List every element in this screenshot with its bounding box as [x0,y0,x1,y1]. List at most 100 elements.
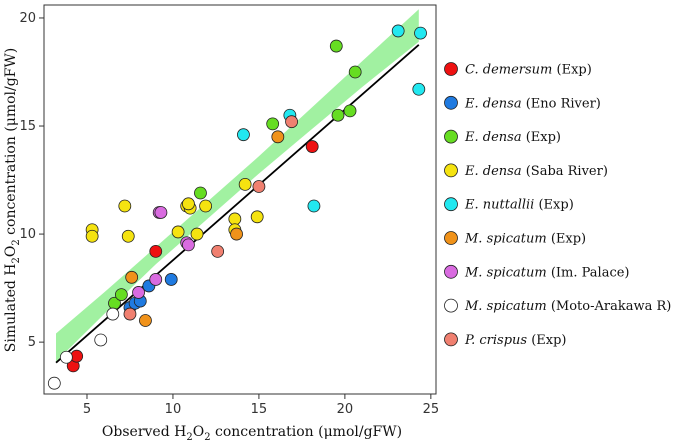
y-axis-label: Simulated H2O2 concentration (μmol/gFW) [3,48,22,352]
data-point-series-6 [154,206,168,219]
data-point-series-6 [182,238,195,252]
legend-species: P. crispus [464,333,527,348]
legend-marker [444,62,458,76]
legend: C. demersum (Exp)E. densa (Eno River)E. … [444,62,671,348]
x-axis-label-prefix: Observed H [102,424,186,440]
x-axis-label-sub2: 2 [204,432,210,441]
data-point-series-6 [132,286,145,299]
data-point-series-3 [121,229,135,243]
data-point-series-7 [59,350,73,364]
legend-marker [444,163,458,178]
legend-species: E. densa [464,130,522,145]
x-axis-label-sub1: 2 [186,432,192,441]
data-point-series-3 [118,199,132,213]
data-point-series-0 [149,244,163,258]
data-point-series-3 [199,199,213,213]
data-point-series-4 [307,199,321,213]
legend-source: (Eno River) [522,96,601,111]
data-point-series-2 [343,104,357,118]
legend-source: (Im. Palace) [547,265,630,280]
legend-marker [444,332,458,347]
data-point-series-7 [106,307,120,321]
data-point-series-7 [94,333,108,347]
x-tick-label: 10 [165,402,182,417]
legend-species: E. nuttallii [464,198,534,213]
data-point-series-2 [348,65,362,79]
data-point-series-2 [331,108,345,122]
data-point-series-8 [123,307,137,321]
data-point-series-3 [238,177,252,191]
data-point-series-3 [190,227,204,241]
x-tick-label: 20 [337,402,354,417]
data-point-series-2 [329,39,343,53]
data-point-series-4 [391,24,405,38]
legend-label: E. nuttallii (Exp) [464,198,574,213]
legend-species: M. spicatum [464,232,547,247]
y-tick-label: 10 [19,227,36,242]
data-point-series-3 [85,229,99,243]
legend-label: E. densa (Eno River) [464,96,601,111]
x-axis-label-mid: O [193,424,204,440]
legend-marker [444,95,458,110]
y-tick-label: 15 [19,119,36,134]
data-point-series-2 [194,186,207,200]
y-axis-label-sub2: 2 [11,239,22,245]
plot-frame [43,4,437,395]
data-point-series-3 [228,212,242,226]
data-point-series-3 [171,225,185,239]
x-axis-label: Observed H2O2 concentration (μmol/gFW) [102,424,402,441]
data-point-series-3 [250,210,264,224]
legend-label: M. spicatum (Exp) [464,232,586,247]
x-tick-label: 25 [423,402,440,417]
legend-source: (Exp) [527,333,566,348]
y-tick-label: 20 [19,11,36,26]
legend-source: (Moto-Arakawa R) [547,299,672,314]
legend-source: (Saba River) [522,164,608,179]
legend-species: M. spicatum [464,265,547,280]
legend-species: E. densa [464,96,522,111]
data-point-series-2 [114,288,128,301]
data-point-series-7 [47,376,61,390]
data-point-series-3 [182,197,195,211]
y-axis-label-mid: O [3,246,19,257]
legend-source: (Exp) [552,63,591,78]
data-point-series-4 [414,26,427,40]
legend-marker [444,298,458,313]
data-point-series-5 [139,314,152,327]
legend-source: (Exp) [522,130,561,145]
confidence-band [56,9,419,362]
data-point-series-4 [412,82,426,96]
y-tick-label: 5 [28,335,36,350]
legend-label: E. densa (Saba River) [464,164,608,179]
data-point-series-0 [305,140,319,153]
legend-label: C. demersum (Exp) [465,63,592,78]
x-tick-label: 15 [251,402,268,417]
data-point-series-1 [164,273,178,286]
legend-label: E. densa (Exp) [464,130,561,145]
data-point-series-2 [266,117,280,131]
legend-species: C. demersum [465,63,552,78]
legend-marker [444,231,458,245]
y-axis-label-suffix: concentration (μmol/gFW) [3,48,19,240]
data-point-series-6 [149,273,163,286]
y-axis-label-prefix: Simulated H [3,264,19,353]
legend-label: M. spicatum (Moto-Arakawa R) [464,299,671,314]
y-axis-label-sub1: 2 [11,257,22,263]
data-point-series-4 [237,128,250,142]
legend-marker [444,197,458,212]
legend-species: M. spicatum [464,299,547,314]
x-tick-label: 5 [83,402,91,417]
data-point-series-5 [271,130,285,144]
legend-label: P. crispus (Exp) [464,333,567,348]
legend-source: (Exp) [534,198,573,213]
legend-marker [444,129,458,144]
legend-species: E. densa [464,164,522,179]
data-point-series-5 [125,270,139,284]
data-point-series-8 [211,244,225,258]
legend-marker [444,264,458,279]
data-point-series-8 [252,180,266,193]
data-point-series-8 [285,115,298,129]
x-axis-label-suffix: concentration (μmol/gFW) [211,424,403,440]
legend-label: M. spicatum (Im. Palace) [464,265,630,280]
